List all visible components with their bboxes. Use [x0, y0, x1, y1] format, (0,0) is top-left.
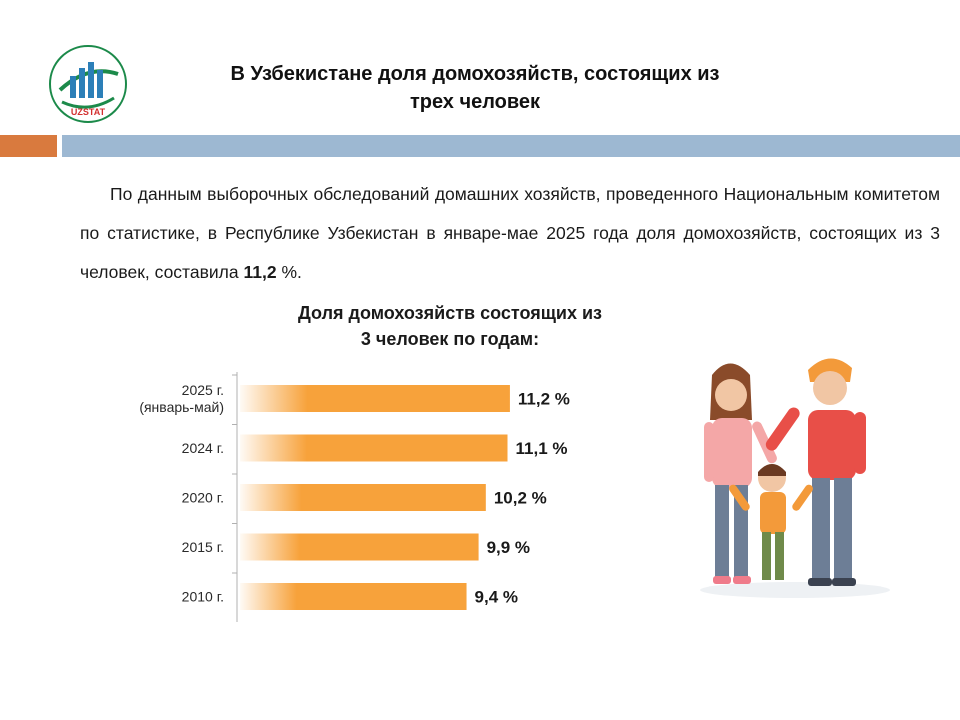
page-title: В Узбекистане доля домохозяйств, состоящ…	[150, 60, 800, 116]
bar	[240, 583, 467, 610]
page-title-line-1: В Узбекистане доля домохозяйств, состоящ…	[230, 63, 720, 85]
bar	[240, 533, 479, 561]
intro-text-end: %.	[276, 262, 302, 282]
bar-value-label: 9,9 %	[487, 538, 530, 557]
chart-title-line-2: 3 человек по годам:	[360, 329, 540, 349]
chart-title: Доля домохозяйств состоящих из 3 человек…	[240, 300, 660, 352]
category-label: 2015 г.	[182, 539, 224, 555]
bar	[240, 434, 508, 462]
father-figure	[765, 358, 866, 586]
bar-value-label: 10,2 %	[494, 489, 547, 508]
intro-text: По данным выборочных обследований домашн…	[80, 184, 940, 282]
category-label: (январь-май)	[139, 399, 224, 415]
bar	[240, 385, 510, 412]
page-title-line-2: трех человек	[409, 91, 541, 113]
intro-highlight-value: 11,2	[243, 262, 277, 282]
bar-value-label: 11,2 %	[518, 390, 570, 409]
category-label: 2010 г.	[182, 589, 224, 605]
svg-text:UZSTAT: UZSTAT	[71, 107, 106, 117]
category-label: 2024 г.	[182, 440, 224, 456]
category-label: 2025 г.	[182, 382, 224, 398]
bar-value-label: 11,1 %	[516, 439, 568, 458]
child-figure	[729, 464, 813, 580]
category-label: 2020 г.	[182, 490, 224, 506]
bar-value-label: 9,4 %	[475, 588, 518, 607]
header-band-blue	[62, 135, 960, 157]
bar	[240, 484, 486, 511]
intro-paragraph: По данным выборочных обследований домашн…	[80, 175, 940, 292]
chart-title-line-1: Доля домохозяйств состоящих из	[298, 303, 602, 323]
uzstat-logo: UZSTAT	[49, 45, 127, 123]
family-illustration	[700, 358, 890, 598]
header-band-orange	[0, 135, 57, 157]
